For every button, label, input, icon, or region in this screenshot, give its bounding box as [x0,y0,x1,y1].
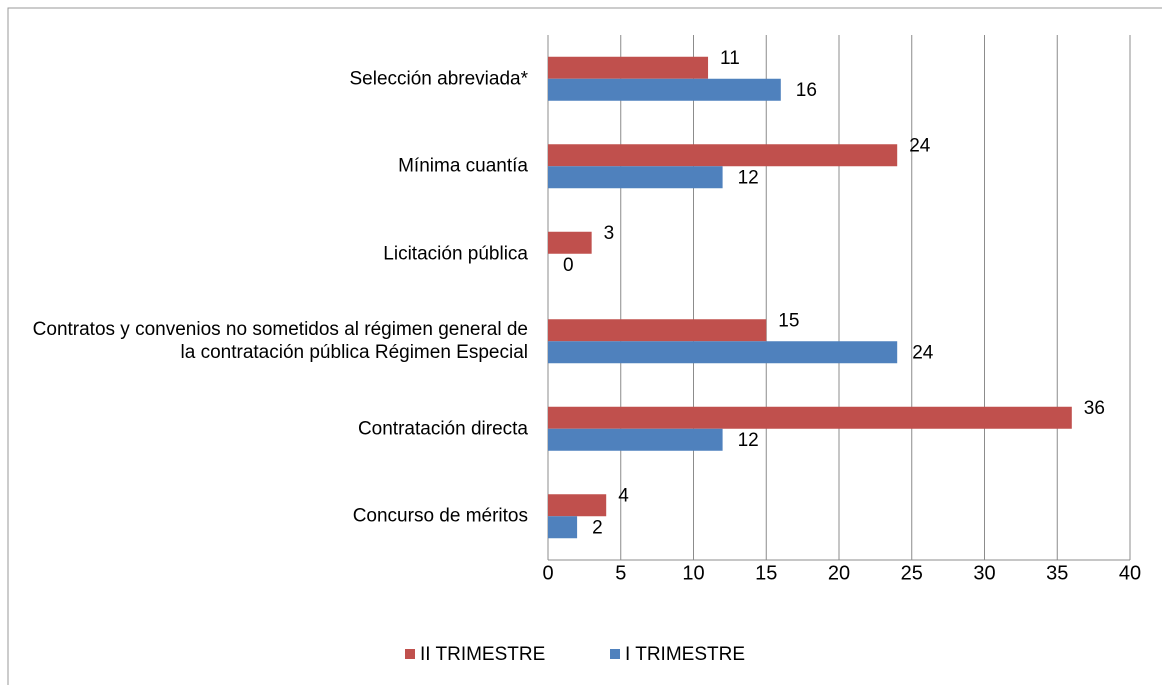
data-label: 12 [738,430,759,451]
data-label: 11 [720,48,740,69]
bar [548,494,607,517]
legend-swatch [610,649,620,659]
bar [548,341,898,364]
data-label: 12 [738,167,759,188]
legend-label: II TRIMESTRE [420,644,545,665]
bar [548,166,723,189]
x-tick-label: 10 [682,562,704,584]
x-tick-label: 15 [755,562,777,584]
bar [548,78,781,101]
data-label: 15 [778,310,799,331]
x-tick-label: 40 [1119,562,1141,584]
bar [548,144,898,167]
x-tick-label: 25 [901,562,923,584]
y-tick-label: Licitación pública [383,243,528,265]
bar [548,406,1072,429]
y-tick-label: Contratación directa [357,418,528,440]
data-label: 2 [592,517,603,538]
x-tick-label: 35 [1046,562,1068,584]
data-label: 24 [909,135,931,156]
data-label: 36 [1084,398,1105,419]
chart-frame [7,7,1162,685]
data-label: 4 [618,485,629,506]
data-label: 3 [604,223,615,244]
x-tick-label: 20 [828,562,850,584]
legend-label: I TRIMESTRE [625,644,745,665]
bar [548,231,592,254]
y-tick-label: Contratos y convenios no sometidos al ré… [32,319,528,364]
x-tick-label: 0 [542,562,553,584]
data-label: 16 [796,80,817,101]
data-label: 0 [563,255,574,276]
y-tick-label: Concurso de méritos [352,505,528,527]
y-tick-label: Selección abreviada* [349,68,528,90]
x-tick-label: 30 [973,562,995,584]
bar [548,428,723,451]
bar [548,56,709,79]
legend-swatch [405,649,415,659]
data-label: 24 [912,342,934,363]
bar [548,319,767,342]
y-tick-label: Mínima cuantía [398,155,528,177]
x-tick-label: 5 [615,562,626,584]
bar [548,516,578,539]
